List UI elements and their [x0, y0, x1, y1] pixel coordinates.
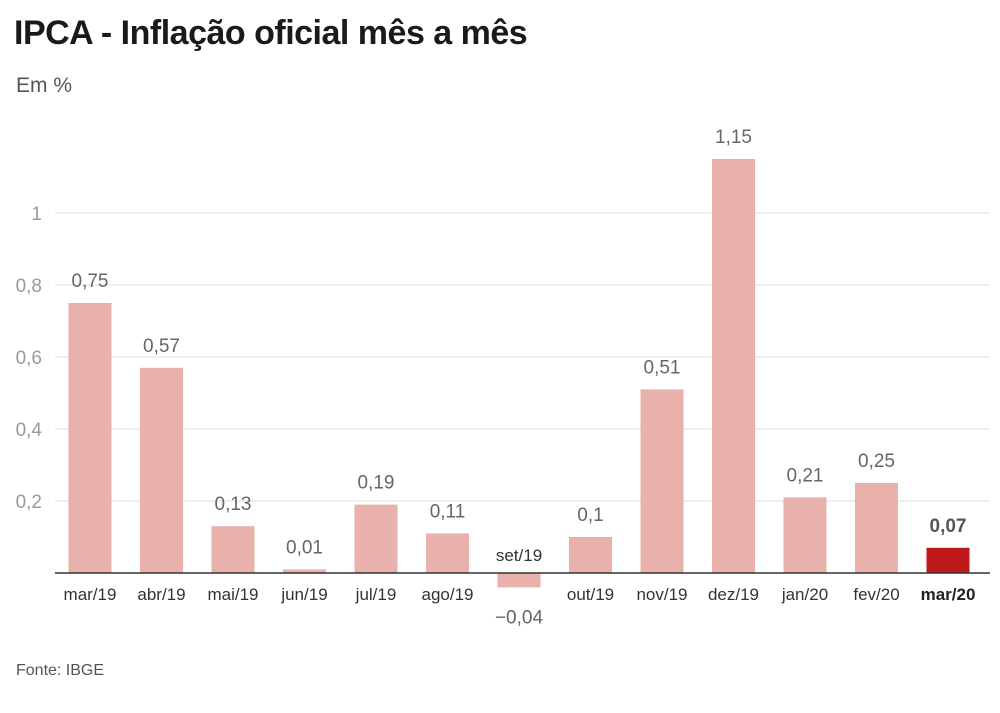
data-label: 0,75 [72, 271, 109, 292]
data-label: 0,21 [787, 465, 824, 486]
bar-jan-20 [783, 497, 827, 573]
data-label: 0,25 [858, 451, 895, 472]
chart-subtitle-unit: Em % [16, 74, 73, 97]
category-label: nov/19 [636, 585, 687, 604]
data-label: 0,1 [577, 505, 603, 526]
bar-abr-19 [140, 367, 183, 573]
bar-dez-19 [712, 159, 755, 573]
category-label: set/19 [496, 546, 542, 565]
gridlines [55, 212, 990, 502]
labels: 0,2 0,4 0,6 0,8 1 0,75 mar/19 0,57 abr/19 0,13 mai… [16, 127, 976, 628]
y-tick-label: 0,8 [16, 276, 42, 297]
bar-mai-19 [211, 526, 255, 573]
category-label: jan/20 [781, 585, 828, 604]
bar-out-19 [569, 537, 612, 573]
data-label: −0,04 [495, 607, 544, 628]
data-label: 0,57 [143, 336, 180, 357]
bar-mar-19 [68, 303, 112, 573]
category-label: fev/20 [853, 585, 899, 604]
y-tick-label: 0,2 [16, 492, 42, 513]
category-label: jun/19 [280, 585, 327, 604]
bar-ago-19 [426, 533, 469, 573]
category-label: jul/19 [355, 585, 397, 604]
category-label: dez/19 [708, 585, 759, 604]
category-label: mai/19 [207, 585, 258, 604]
data-label: 0,13 [215, 494, 252, 515]
data-label: 0,01 [286, 537, 323, 558]
data-label: 0,51 [644, 357, 681, 378]
data-label: 0,11 [430, 501, 466, 522]
chart-title: IPCA - Inflação oficial mês a mês [14, 14, 528, 52]
source-note: Fonte: IBGE [16, 662, 105, 679]
bar-nov-19 [640, 389, 684, 573]
bar-set-19 [497, 573, 541, 588]
category-label: ago/19 [422, 585, 474, 604]
bars [68, 159, 970, 588]
bar-fev-20 [855, 483, 898, 573]
y-tick-label: 0,6 [16, 348, 42, 369]
category-label: mar/19 [64, 585, 117, 604]
bar-jun-19 [283, 569, 326, 573]
bar-jul-19 [354, 504, 398, 573]
y-tick-label: 0,4 [16, 420, 43, 441]
y-tick-label: 1 [31, 204, 42, 225]
data-label: 0,07 [930, 516, 967, 537]
data-label: 1,15 [715, 127, 752, 148]
category-label: mar/20 [921, 585, 976, 604]
bar-mar-20 [926, 547, 970, 573]
category-label: abr/19 [137, 585, 185, 604]
category-label: out/19 [567, 585, 614, 604]
data-label: 0,19 [358, 473, 395, 494]
